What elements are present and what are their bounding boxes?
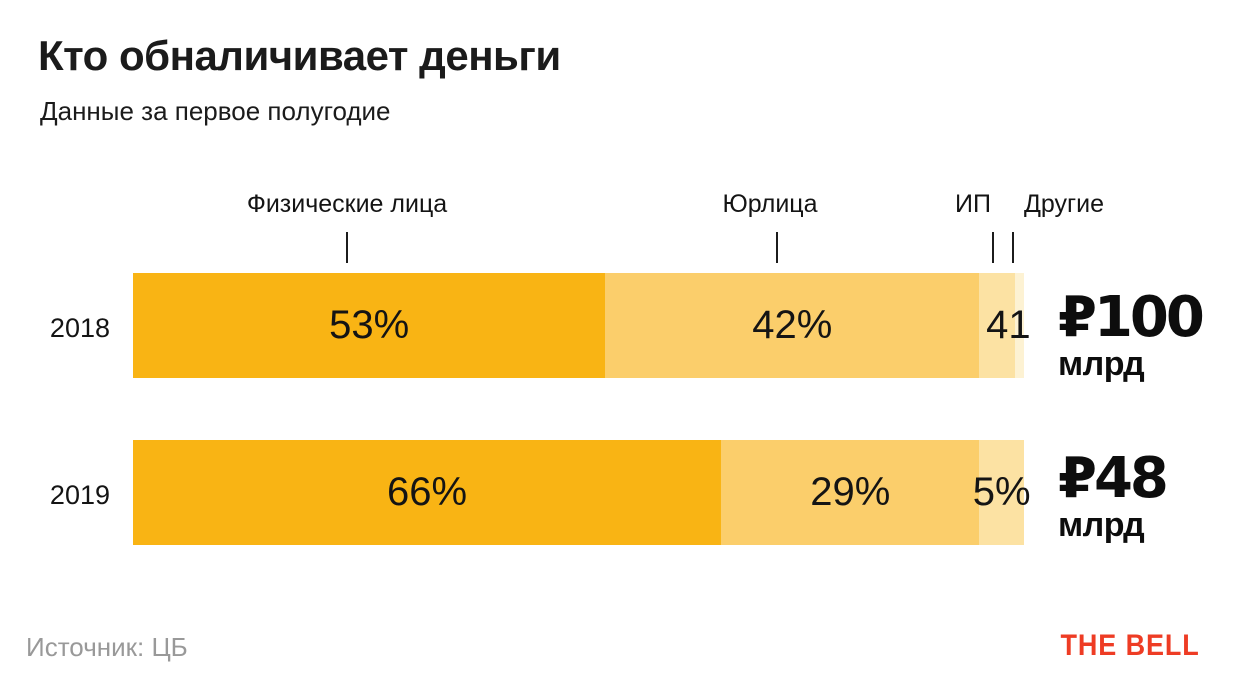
chart-title: Кто обналичивает деньги [38,32,561,79]
bar-segment-Другие: 1 [1008,273,1031,378]
bar-segment-Юрлица: 42% [605,273,980,378]
bar-segment-Юрлица: 29% [721,440,980,545]
bar-segment-ИП: 5% [973,440,1031,545]
segment-value-label: 66% [386,470,468,514]
legend-label-entrepreneurs: ИП [955,190,991,218]
legend-tick-entrepreneurs [992,232,994,263]
total-2019: ₽48 млрд [1058,446,1169,544]
legend-label-individuals: Физические лица [246,190,448,218]
segment-value-label: 4 [986,303,1009,347]
row-label-2018: 2018 [49,313,110,343]
legend-label-others: Другие [1023,190,1105,218]
segment-value-label: 53% [329,303,410,347]
legend-tick-others [1012,232,1014,263]
legend-label-legal-entities: Юрлица [722,190,818,218]
stacked-bar-2018: 53% 42% 4 1 [133,273,1031,378]
row-label-2019: 2019 [49,480,110,510]
brand-logo: THE BELL [1060,629,1200,662]
segment-value-label: 5% [972,470,1031,514]
legend-tick-individuals [346,232,348,263]
segment-value-label: 1 [1008,303,1031,347]
total-value-2019: ₽48 [1058,446,1169,511]
stacked-bar-2019: 66% 29% 5% [133,440,1031,545]
total-unit-2018: млрд [1058,345,1145,383]
total-value-2018: ₽100 [1058,285,1205,350]
source-note: Источник: ЦБ [26,632,188,662]
bar-segment-Физические лица: 53% [133,273,606,378]
total-unit-2019: млрд [1058,506,1145,544]
segment-value-label: 29% [810,470,891,514]
segment-value-label: 42% [752,303,833,347]
bar-segment-Физические лица: 66% [133,440,722,545]
legend-tick-legal-entities [776,232,778,263]
bar-segment-ИП: 4 [979,273,1016,378]
total-2018: ₽100 млрд [1058,285,1205,383]
chart-subtitle: Данные за первое полугодие [40,96,391,126]
